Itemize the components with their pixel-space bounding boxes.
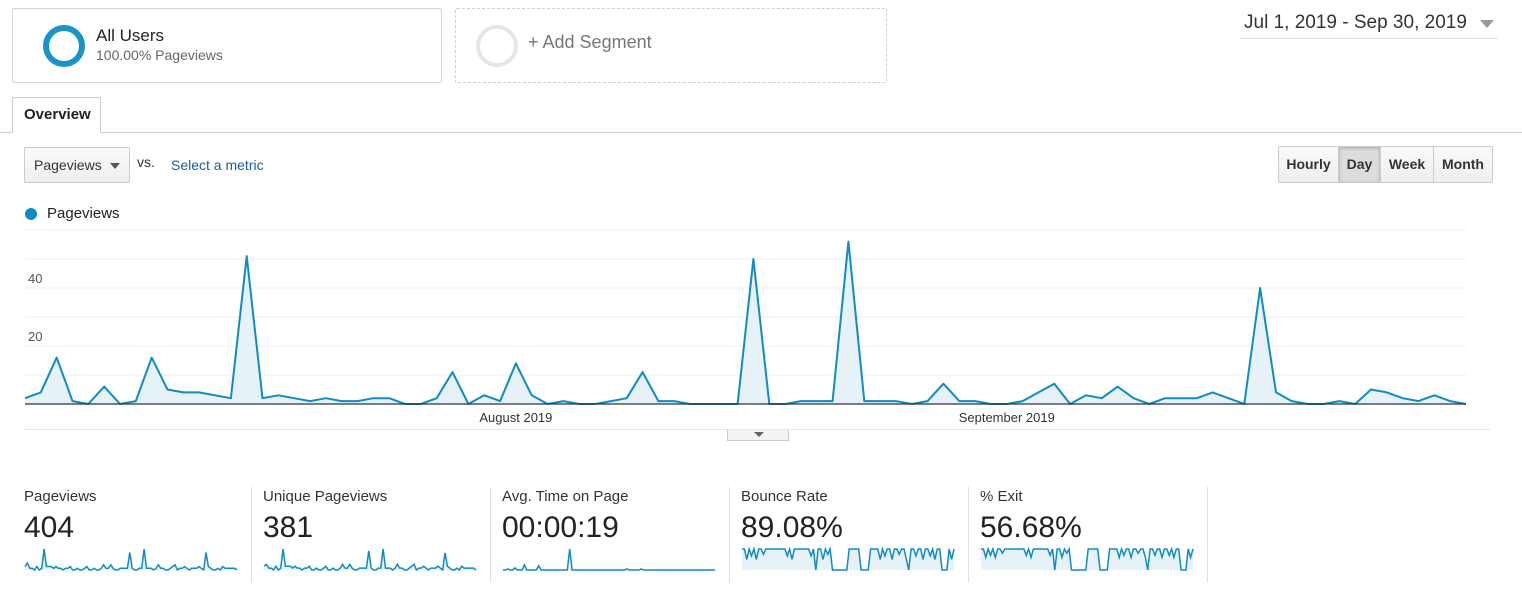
scorecard-value: 381 bbox=[263, 511, 314, 544]
scorecard-value: 404 bbox=[24, 511, 75, 544]
sparkline bbox=[24, 548, 238, 571]
metric-select[interactable]: Pageviews bbox=[24, 147, 130, 183]
scorecard-label: % Exit bbox=[980, 488, 1023, 505]
scorecard-divider bbox=[490, 487, 491, 582]
sparkline-line bbox=[503, 548, 715, 571]
date-range-label: Jul 1, 2019 - Sep 30, 2019 bbox=[1244, 12, 1467, 33]
scorecard-divider bbox=[1207, 487, 1208, 582]
scorecard[interactable]: Unique Pageviews 381 bbox=[263, 487, 491, 582]
segment-all-users[interactable]: All Users 100.00% Pageviews bbox=[12, 8, 442, 83]
scorecard-value: 00:00:19 bbox=[502, 511, 619, 544]
sparkline bbox=[742, 547, 955, 571]
scorecard-value: 89.08% bbox=[741, 511, 843, 544]
scorecard-value: 56.68% bbox=[980, 511, 1082, 544]
chevron-down-icon bbox=[754, 432, 764, 437]
tab-divider bbox=[0, 132, 1522, 133]
sparkline-line bbox=[742, 547, 955, 571]
select-metric-link[interactable]: Select a metric bbox=[171, 157, 264, 173]
scorecard-label: Unique Pageviews bbox=[263, 488, 388, 505]
scorecard-label: Pageviews bbox=[24, 488, 97, 505]
granularity-month-button[interactable]: Month bbox=[1433, 147, 1492, 182]
vs-label: vs. bbox=[137, 154, 155, 170]
sparkline-line bbox=[981, 547, 1194, 571]
pageviews-chart: 20 40 60 August 2019 September 2019 bbox=[24, 225, 1490, 430]
scorecard-label: Bounce Rate bbox=[741, 488, 828, 505]
scorecard[interactable]: % Exit 56.68% bbox=[980, 487, 1208, 582]
scorecard[interactable]: Bounce Rate 89.08% bbox=[741, 487, 969, 582]
add-segment-button[interactable]: + Add Segment bbox=[455, 8, 887, 83]
scorecard-label: Avg. Time on Page bbox=[502, 488, 629, 505]
segment-ring-icon bbox=[43, 25, 85, 67]
scorecard[interactable]: Avg. Time on Page 00:00:19 bbox=[502, 487, 730, 582]
scorecard-divider bbox=[251, 487, 252, 582]
granularity-day-button[interactable]: Day bbox=[1338, 147, 1380, 182]
tab-overview[interactable]: Overview bbox=[12, 97, 101, 133]
sparkline-line bbox=[263, 548, 477, 571]
segment-subtitle: 100.00% Pageviews bbox=[96, 47, 223, 63]
x-tick-label: August 2019 bbox=[479, 410, 552, 425]
series-line bbox=[24, 240, 1467, 405]
metric-select-label: Pageviews bbox=[34, 157, 102, 173]
x-tick-label: September 2019 bbox=[959, 410, 1055, 425]
sparkline bbox=[981, 547, 1194, 571]
sparkline-line bbox=[24, 548, 238, 571]
granularity-week-button[interactable]: Week bbox=[1380, 147, 1433, 182]
empty-ring-icon bbox=[476, 25, 518, 67]
scorecard[interactable]: Pageviews 404 bbox=[24, 487, 252, 582]
scorecard-divider bbox=[729, 487, 730, 582]
sparkline bbox=[503, 548, 715, 571]
chevron-down-icon bbox=[1480, 20, 1494, 28]
series-area bbox=[25, 241, 1466, 404]
sparkline-area bbox=[503, 549, 715, 570]
chart-collapse-toggle[interactable] bbox=[727, 430, 789, 441]
legend-dot bbox=[25, 208, 37, 220]
sparkline-area bbox=[25, 549, 237, 570]
granularity-toggle: Hourly Day Week Month bbox=[1278, 146, 1493, 183]
segment-title: All Users bbox=[96, 26, 165, 45]
chevron-down-icon bbox=[110, 163, 120, 169]
date-range-picker[interactable]: Jul 1, 2019 - Sep 30, 2019 bbox=[1240, 10, 1498, 39]
tab-overview-label: Overview bbox=[24, 106, 91, 123]
sparkline bbox=[263, 548, 477, 571]
y-tick-label: 40 bbox=[28, 271, 42, 286]
legend-label: Pageviews bbox=[47, 205, 120, 222]
granularity-hourly-button[interactable]: Hourly bbox=[1286, 156, 1331, 172]
add-segment-label: + Add Segment bbox=[528, 32, 652, 52]
y-tick-label: 60 bbox=[28, 225, 42, 228]
scorecard-divider bbox=[968, 487, 969, 582]
y-tick-label: 20 bbox=[28, 329, 42, 344]
